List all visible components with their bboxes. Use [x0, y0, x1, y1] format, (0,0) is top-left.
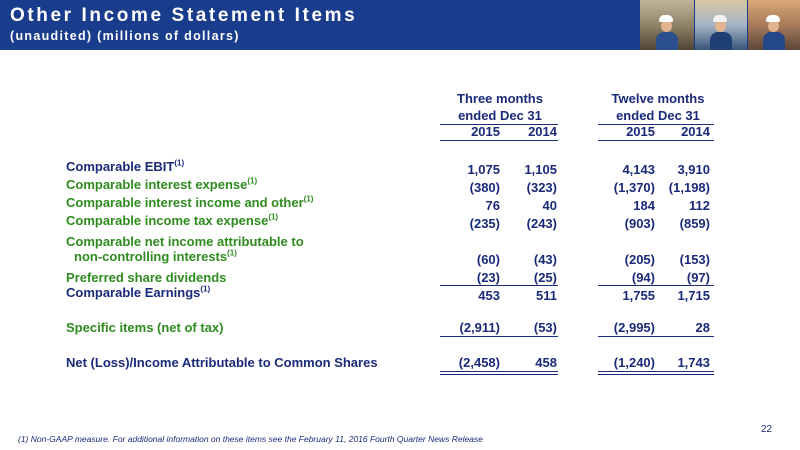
table-cell: (903) — [624, 216, 655, 231]
table-cell: (1,198) — [668, 180, 710, 195]
table-cell: (1,370) — [613, 180, 655, 195]
header-photo-strip — [640, 0, 800, 50]
row-label-specific-items: Specific items (net of tax) — [66, 320, 224, 335]
table-cell: 1,715 — [677, 288, 710, 303]
table-cell: (94) — [631, 270, 655, 285]
table-cell: (43) — [533, 252, 557, 267]
worker-photo-1 — [640, 0, 694, 50]
table-cell: (2,458) — [458, 355, 500, 370]
table-cell: (1,240) — [613, 355, 655, 370]
three-months-header-line1: Three months — [457, 91, 543, 106]
row-label-net-income-common: Net (Loss)/Income Attributable to Common… — [66, 355, 378, 370]
table-cell: 1,075 — [467, 162, 500, 177]
table-cell: 28 — [695, 320, 710, 335]
table-cell: (323) — [526, 180, 557, 195]
table-cell: (53) — [533, 320, 557, 335]
table-cell: (97) — [686, 270, 710, 285]
table-cell: 112 — [689, 198, 710, 213]
twelve-months-header-line1: Twelve months — [611, 91, 705, 106]
table-cell: (859) — [679, 216, 710, 231]
row-label-interest-expense: Comparable interest expense(1) — [66, 176, 258, 192]
table-cell: (60) — [476, 252, 500, 267]
footnote: (1) Non-GAAP measure. For additional inf… — [18, 434, 483, 444]
table-cell: 4,143 — [622, 162, 655, 177]
table-cell: (2,911) — [459, 320, 500, 335]
table-cell: 511 — [536, 288, 557, 303]
header-banner: Other Income Statement Items (unaudited)… — [0, 0, 800, 50]
row-label-preferred-dividends: Preferred share dividends — [66, 270, 227, 285]
subtotal-rule-left — [440, 285, 558, 286]
worker-photo-3 — [748, 0, 800, 50]
table-cell: (205) — [624, 252, 655, 267]
worker-photo-2 — [695, 0, 747, 50]
three-months-header-line2: ended Dec 31 — [458, 108, 542, 123]
twelve-months-header-line2: ended Dec 31 — [616, 108, 700, 123]
row-label-income-tax-expense: Comparable income tax expense(1) — [66, 212, 279, 228]
row-label-non-controlling-interests: non-controlling interests(1) — [74, 248, 237, 264]
table-cell: (380) — [469, 180, 500, 195]
table-cell: 1,743 — [677, 355, 710, 370]
row-label-comparable-ebit: Comparable EBIT(1) — [66, 158, 185, 174]
row-label-comparable-earnings: Comparable Earnings(1) — [66, 284, 211, 300]
table-cell: (23) — [476, 270, 500, 285]
table-cell: (243) — [526, 216, 557, 231]
table-cell: (235) — [469, 216, 500, 231]
year-col-3: 2015 — [626, 124, 655, 139]
year-col-1: 2015 — [471, 124, 500, 139]
page-number: 22 — [761, 424, 773, 435]
table-cell: (25) — [533, 270, 557, 285]
specific-items-rule-left — [440, 336, 558, 337]
table-cell: 184 — [633, 198, 655, 213]
table-cell: 1,105 — [524, 162, 557, 177]
table-cell: 76 — [485, 198, 500, 213]
table-cell: 1,755 — [622, 288, 655, 303]
total-double-rule-left — [440, 371, 558, 375]
page-title: Other Income Statement Items — [10, 5, 358, 26]
year-col-4: 2014 — [681, 124, 710, 139]
twelve-months-header-rule — [598, 124, 714, 125]
table-cell: 453 — [478, 288, 500, 303]
subtotal-rule-right — [598, 285, 714, 286]
total-double-rule-right — [598, 371, 714, 375]
table-cell: 458 — [535, 355, 557, 370]
page-subtitle: (unaudited) (millions of dollars) — [10, 29, 240, 43]
year-rule-right — [598, 140, 714, 141]
table-cell: 40 — [542, 198, 557, 213]
specific-items-rule-right — [598, 336, 714, 337]
year-col-2: 2014 — [528, 124, 557, 139]
three-months-header-rule — [440, 124, 558, 125]
year-rule-left — [440, 140, 558, 141]
table-cell: 3,910 — [677, 162, 710, 177]
row-label-net-income-attributable: Comparable net income attributable to — [66, 234, 304, 249]
row-label-interest-income: Comparable interest income and other(1) — [66, 194, 314, 210]
table-cell: (2,995) — [613, 320, 655, 335]
table-cell: (153) — [679, 252, 710, 267]
